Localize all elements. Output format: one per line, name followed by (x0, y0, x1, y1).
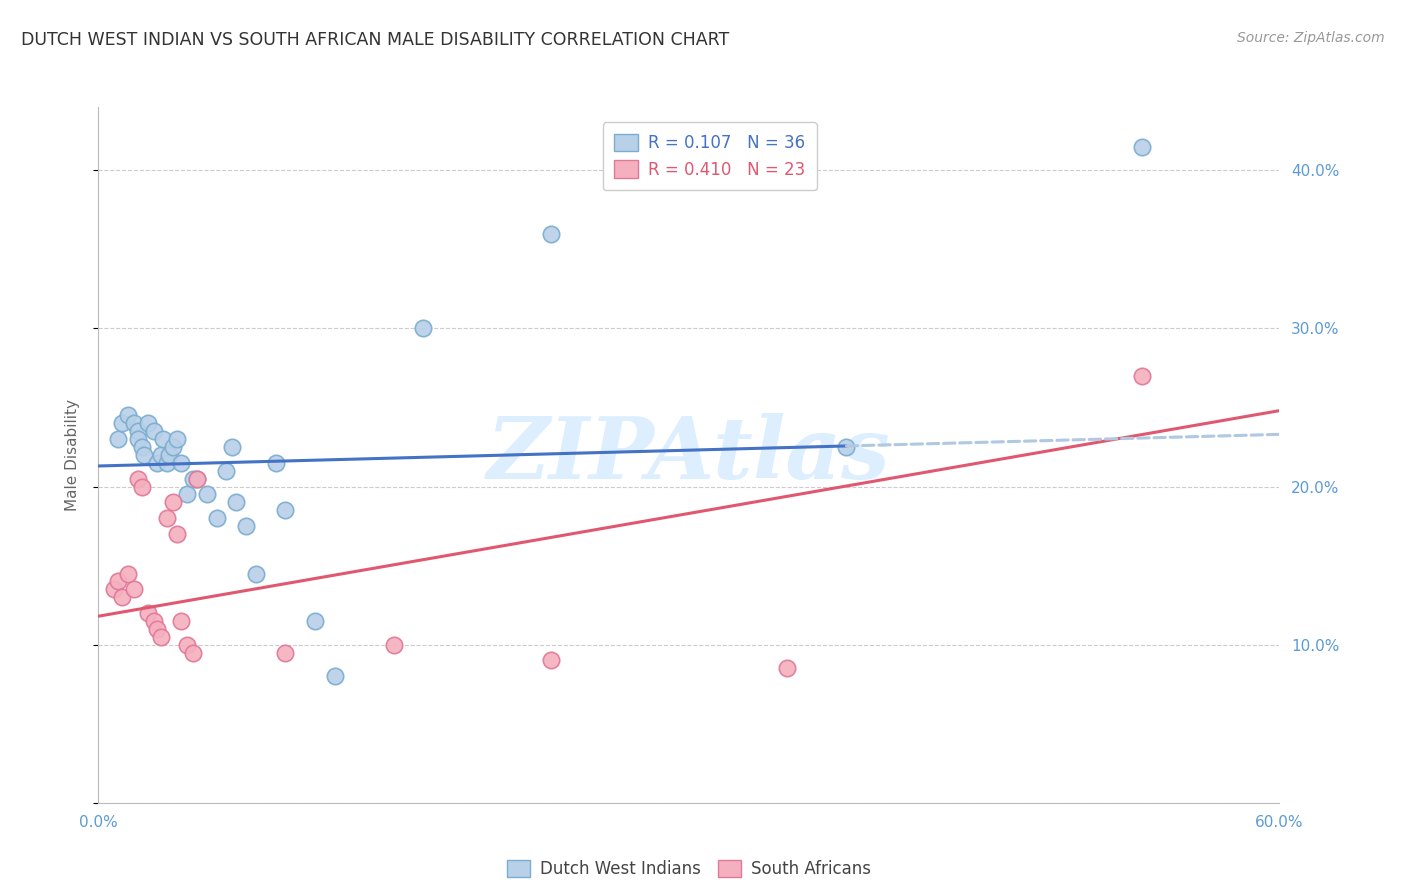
Point (150, 448, 173, 462)
Point (142, 614, 165, 628)
Y-axis label: Male Disability: Male Disability (65, 399, 80, 511)
Point (776, 661, 799, 675)
Point (195, 487, 218, 501)
Point (215, 464, 238, 478)
Point (221, 440, 243, 454)
Point (111, 417, 134, 431)
Point (117, 566, 139, 581)
Text: ZIPAtlas: ZIPAtlas (486, 413, 891, 497)
Point (225, 495, 247, 509)
Point (540, 653, 562, 667)
Legend: Dutch West Indians, South Africans: Dutch West Indians, South Africans (501, 854, 877, 885)
Point (323, 669, 346, 683)
Point (181, 472, 204, 486)
Point (176, 638, 198, 652)
Point (835, 440, 858, 454)
Point (235, 519, 257, 533)
Point (103, 582, 125, 597)
Point (186, 472, 208, 486)
Point (1130, 368, 1153, 383)
Point (186, 472, 208, 486)
Point (162, 440, 184, 454)
Point (156, 511, 179, 525)
Point (136, 606, 159, 620)
Point (540, 227, 562, 241)
Point (274, 646, 297, 660)
Point (150, 630, 173, 644)
Point (107, 432, 129, 446)
Point (205, 511, 228, 525)
Point (146, 622, 169, 636)
Point (142, 424, 165, 438)
Point (245, 566, 267, 581)
Point (176, 487, 198, 501)
Point (304, 614, 326, 628)
Point (166, 527, 188, 541)
Point (181, 646, 204, 660)
Point (170, 614, 193, 628)
Point (146, 456, 169, 470)
Point (166, 432, 188, 446)
Point (382, 638, 405, 652)
Text: DUTCH WEST INDIAN VS SOUTH AFRICAN MALE DISABILITY CORRELATION CHART: DUTCH WEST INDIAN VS SOUTH AFRICAN MALE … (21, 31, 730, 49)
Point (107, 574, 129, 589)
Point (111, 591, 134, 605)
Text: Source: ZipAtlas.com: Source: ZipAtlas.com (1237, 31, 1385, 45)
Point (264, 456, 287, 470)
Point (131, 440, 153, 454)
Point (127, 472, 149, 486)
Point (152, 432, 174, 446)
Point (122, 582, 145, 597)
Point (162, 495, 184, 509)
Point (122, 417, 145, 431)
Point (131, 479, 153, 493)
Point (1130, 139, 1153, 153)
Point (136, 417, 159, 431)
Point (132, 448, 155, 462)
Point (170, 456, 193, 470)
Point (412, 321, 434, 335)
Point (157, 448, 180, 462)
Point (156, 456, 179, 470)
Point (127, 424, 149, 438)
Point (274, 503, 297, 517)
Point (127, 432, 149, 446)
Point (117, 409, 139, 423)
